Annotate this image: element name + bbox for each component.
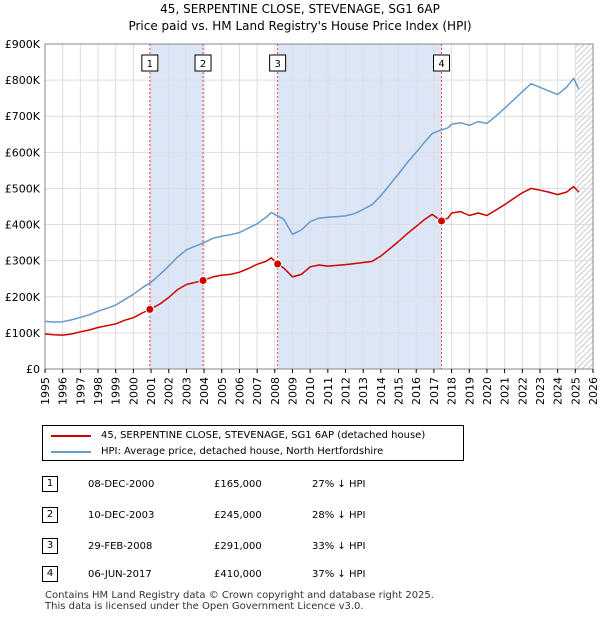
sale-hpi-diff: 37% ↓ HPI: [312, 569, 366, 580]
property-price-line: [44, 185, 580, 336]
x-tick-label: 2023: [534, 377, 547, 405]
x-tick-label: 2007: [251, 377, 264, 405]
sale-number-badge: 4: [42, 566, 58, 582]
x-tick-label: 2012: [340, 377, 353, 405]
x-tick-label: 2024: [552, 377, 565, 405]
chart-subtitle: Price paid vs. HM Land Registry's House …: [128, 19, 472, 33]
y-tick-label: £700K: [5, 110, 41, 123]
sale-price: £245,000: [214, 510, 262, 521]
x-tick-label: 2026: [587, 377, 600, 405]
y-tick-label: £200K: [5, 291, 41, 304]
shaded-period: [149, 44, 204, 369]
legend-label-property: 45, SERPENTINE CLOSE, STEVENAGE, SG1 6AP…: [101, 430, 426, 441]
sale-price: £410,000: [214, 569, 262, 580]
x-tick-label: 2017: [428, 377, 441, 405]
x-tick-label: 2011: [322, 377, 335, 405]
y-tick-label: £400K: [5, 219, 41, 232]
y-tick-label: £500K: [5, 182, 41, 195]
sale-point: [437, 216, 447, 226]
x-tick-label: 2022: [516, 377, 529, 405]
x-tick-label: 1997: [74, 377, 87, 405]
x-tick-label: 2009: [286, 377, 299, 405]
sale-marker-label: 4: [438, 59, 444, 70]
legend-label-hpi: HPI: Average price, detached house, Nort…: [101, 446, 384, 457]
sale-hpi-diff: 27% ↓ HPI: [312, 479, 366, 490]
plot-frame: [44, 43, 594, 370]
sale-marker-box: [269, 54, 287, 72]
y-tick-label: £800K: [5, 74, 41, 87]
x-tick-label: 1996: [57, 377, 70, 405]
sale-marker-box: [194, 54, 212, 72]
sale-price: £291,000: [214, 541, 262, 552]
x-tick-label: 2001: [145, 377, 158, 405]
sale-hpi-diff: 28% ↓ HPI: [312, 510, 366, 521]
sale-date: 06-JUN-2017: [88, 569, 152, 580]
sale-marker-box: [433, 54, 451, 72]
sale-number-badge: 3: [42, 538, 58, 554]
price-chart: 1 2 3 4 £0 £100K £200K £300K £400K £500K £600K £70…: [5, 38, 600, 405]
sale-number-badge: 2: [42, 507, 58, 523]
x-tick-label: 1999: [110, 377, 123, 405]
x-tick-label: 1998: [92, 377, 105, 405]
footer-copyright: Contains HM Land Registry data © Crown c…: [45, 590, 434, 601]
x-tick-label: 2019: [463, 377, 476, 405]
x-tick-label: 1995: [39, 377, 52, 405]
x-tick-label: 2013: [357, 377, 370, 405]
sale-marker-label: 1: [147, 59, 153, 70]
x-tick-label: 2020: [481, 377, 494, 405]
sale-marker-label: 2: [200, 59, 206, 70]
sale-date: 10-DEC-2003: [88, 510, 155, 521]
x-tick-label: 2004: [198, 377, 211, 405]
sale-number-badge: 1: [42, 476, 58, 492]
forecast-hatch: [575, 44, 593, 369]
sale-date: 08-DEC-2000: [88, 479, 155, 490]
legend-swatch-hpi: [51, 451, 91, 453]
chart-title: 45, SERPENTINE CLOSE, STEVENAGE, SG1 6AP: [160, 2, 440, 16]
sale-point: [273, 259, 283, 269]
y-tick-label: £100K: [5, 327, 41, 340]
x-tick-label: 2000: [127, 377, 140, 405]
sale-date: 29-FEB-2008: [88, 541, 153, 552]
footer-credit: Contains HM Land Registry data © Crown c…: [45, 590, 434, 612]
y-tick-label: £600K: [5, 146, 41, 159]
x-tick-label: 2021: [499, 377, 512, 405]
x-tick-label: 2018: [446, 377, 459, 405]
x-tick-label: 2015: [393, 377, 406, 405]
x-tick-label: 2016: [410, 377, 423, 405]
x-tick-label: 2002: [163, 377, 176, 405]
sale-price: £165,000: [214, 479, 262, 490]
y-tick-label: £0: [26, 363, 40, 376]
legend-swatch-property: [51, 435, 91, 437]
x-tick-label: 2008: [269, 377, 282, 405]
sale-hpi-diff: 33% ↓ HPI: [312, 541, 366, 552]
sale-marker-box: [141, 54, 159, 72]
footer-licence: This data is licensed under the Open Gov…: [45, 601, 364, 612]
x-tick-label: 2006: [233, 377, 246, 405]
x-tick-label: 2014: [375, 377, 388, 405]
x-tick-label: 2005: [216, 377, 229, 405]
x-tick-label: 2025: [569, 377, 582, 405]
hpi-line: [44, 77, 580, 323]
y-tick-label: £900K: [5, 38, 41, 51]
y-tick-label: £300K: [5, 255, 41, 268]
chart-legend: 45, SERPENTINE CLOSE, STEVENAGE, SG1 6AP…: [42, 425, 464, 461]
shaded-period: [277, 44, 442, 369]
x-tick-label: 2003: [180, 377, 193, 405]
sale-point: [198, 276, 208, 286]
sale-point: [145, 304, 155, 314]
x-tick-label: 2010: [304, 377, 317, 405]
sale-marker-label: 3: [274, 59, 280, 70]
